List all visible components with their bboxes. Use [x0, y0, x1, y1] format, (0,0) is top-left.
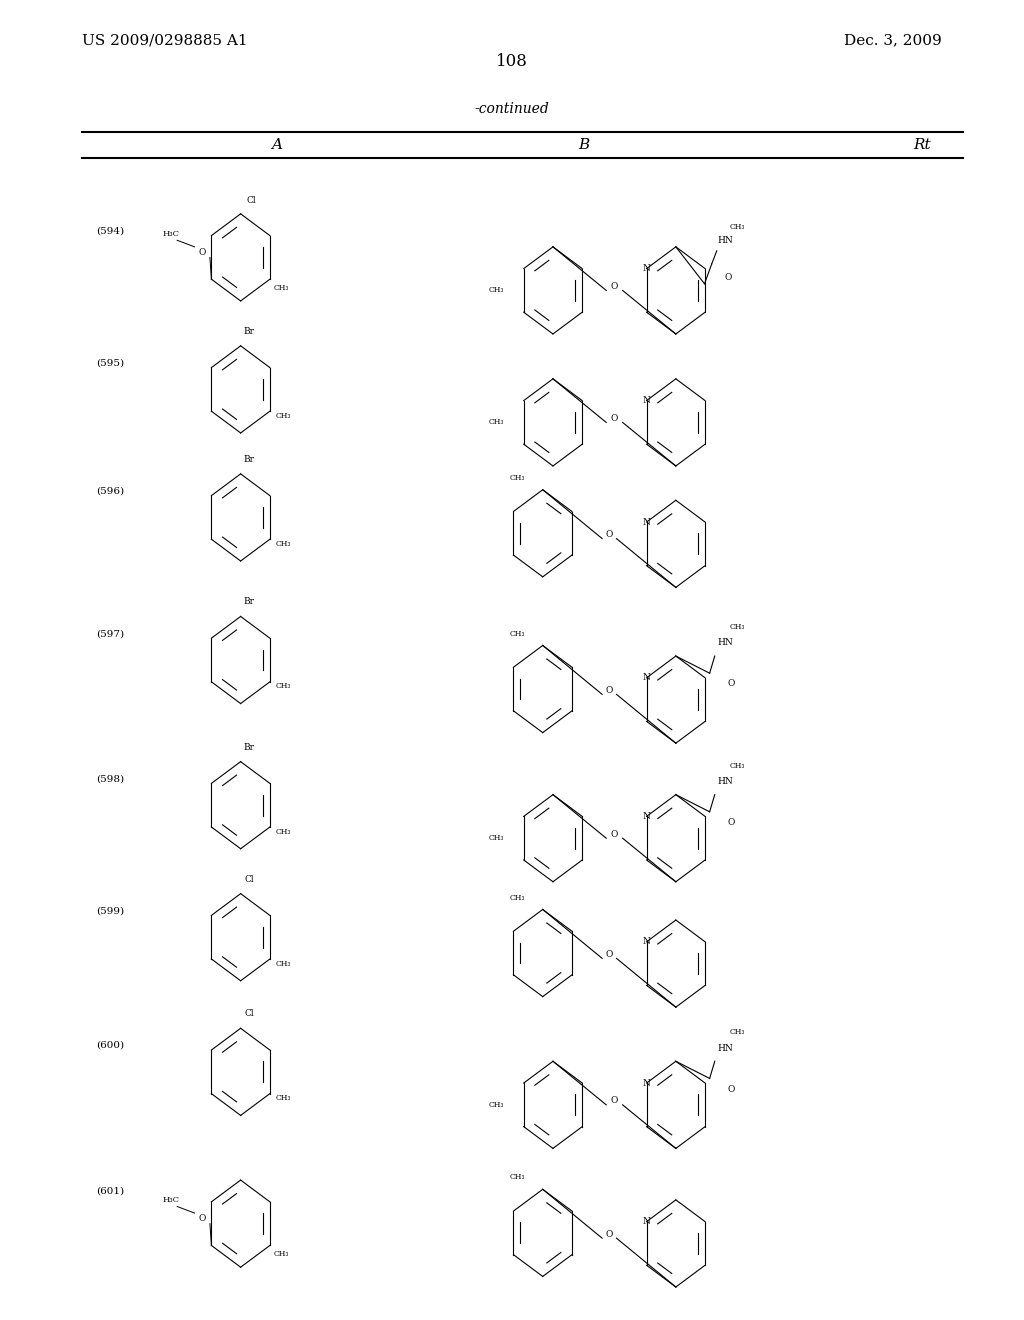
Text: CH₃: CH₃ — [488, 418, 504, 426]
Text: CH₃: CH₃ — [729, 623, 745, 631]
Text: HN: HN — [717, 1044, 733, 1052]
Text: (600): (600) — [96, 1041, 125, 1049]
Text: O: O — [198, 248, 206, 256]
Text: CH₃: CH₃ — [275, 828, 292, 836]
Text: A: A — [271, 139, 282, 152]
Text: CH₃: CH₃ — [488, 286, 504, 294]
Text: O: O — [605, 1230, 613, 1238]
Text: O: O — [610, 414, 618, 422]
Text: CH₃: CH₃ — [275, 412, 292, 420]
Text: N: N — [643, 264, 650, 273]
Text: O: O — [610, 830, 618, 838]
Text: CH₃: CH₃ — [729, 1028, 745, 1036]
Text: CH₃: CH₃ — [275, 540, 292, 548]
Text: Rt: Rt — [912, 139, 931, 152]
Text: CH₃: CH₃ — [488, 834, 504, 842]
Text: N: N — [643, 812, 650, 821]
Text: H₃C: H₃C — [162, 1196, 179, 1204]
Text: Cl: Cl — [246, 197, 256, 205]
Text: Br: Br — [244, 598, 254, 606]
Text: N: N — [643, 1217, 650, 1226]
Text: CH₃: CH₃ — [509, 474, 525, 482]
Text: (594): (594) — [96, 227, 125, 235]
Text: CH₃: CH₃ — [729, 223, 745, 231]
Text: (597): (597) — [96, 630, 125, 638]
Text: O: O — [605, 950, 613, 958]
Text: CH₃: CH₃ — [273, 1250, 290, 1258]
Text: Br: Br — [244, 327, 254, 335]
Text: (596): (596) — [96, 487, 125, 495]
Text: CH₃: CH₃ — [275, 682, 292, 690]
Text: HN: HN — [717, 777, 733, 785]
Text: CH₃: CH₃ — [509, 1173, 525, 1181]
Text: N: N — [643, 673, 650, 682]
Text: Dec. 3, 2009: Dec. 3, 2009 — [845, 33, 942, 48]
Text: CH₃: CH₃ — [509, 894, 525, 902]
Text: CH₃: CH₃ — [275, 960, 292, 968]
Text: (595): (595) — [96, 359, 125, 367]
Text: Cl: Cl — [244, 1010, 254, 1018]
Text: B: B — [579, 139, 589, 152]
Text: (601): (601) — [96, 1187, 125, 1195]
Text: 108: 108 — [496, 53, 528, 70]
Text: O: O — [198, 1214, 206, 1222]
Text: Cl: Cl — [244, 875, 254, 883]
Text: CH₃: CH₃ — [488, 1101, 504, 1109]
Text: US 2009/0298885 A1: US 2009/0298885 A1 — [82, 33, 248, 48]
Text: O: O — [610, 1097, 618, 1105]
Text: HN: HN — [717, 236, 733, 244]
Text: Br: Br — [244, 743, 254, 751]
Text: Br: Br — [244, 455, 254, 463]
Text: CH₃: CH₃ — [729, 762, 745, 770]
Text: (598): (598) — [96, 775, 125, 783]
Text: N: N — [643, 1078, 650, 1088]
Text: O: O — [610, 282, 618, 290]
Text: N: N — [643, 517, 650, 527]
Text: O: O — [605, 531, 613, 539]
Text: O: O — [727, 1085, 734, 1093]
Text: CH₃: CH₃ — [509, 630, 525, 638]
Text: CH₃: CH₃ — [275, 1094, 292, 1102]
Text: (599): (599) — [96, 907, 125, 915]
Text: HN: HN — [717, 639, 733, 647]
Text: N: N — [643, 396, 650, 405]
Text: N: N — [643, 937, 650, 946]
Text: O: O — [605, 686, 613, 694]
Text: O: O — [727, 680, 734, 688]
Text: -continued: -continued — [475, 102, 549, 116]
Text: O: O — [727, 818, 734, 826]
Text: CH₃: CH₃ — [273, 284, 290, 292]
Text: H₃C: H₃C — [162, 230, 179, 238]
Text: O: O — [725, 273, 732, 281]
